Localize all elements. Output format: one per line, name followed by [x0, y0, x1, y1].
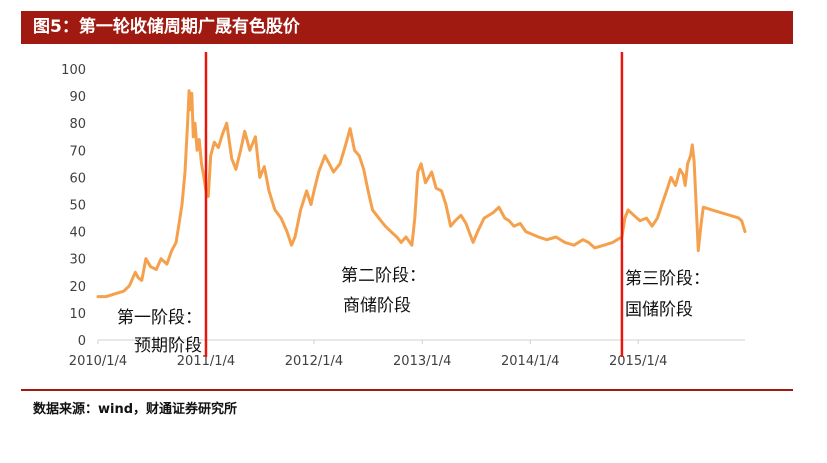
annotation-stage3-name: 国储阶段 [625, 300, 693, 320]
bottom-rule [21, 389, 793, 391]
chart-title: 图5：第一轮收储周期广晟有色股价 [21, 11, 793, 44]
x-tick-label: 2011/1/4 [177, 354, 235, 369]
x-axis: 2010/1/4 2011/1/4 2012/1/4 2013/1/4 2014/1/4… [69, 339, 745, 369]
series-layer [96, 89, 747, 299]
x-tick-label: 2012/1/4 [285, 354, 343, 369]
y-tick-label: 40 [69, 226, 86, 241]
y-tick-label: 80 [69, 117, 86, 132]
source-note: 数据来源：wind，财通证券研究所 [33, 402, 238, 417]
y-axis: 0 10 20 30 40 50 60 70 80 90 100 [61, 63, 86, 349]
annotation-stage2-name: 商储阶段 [343, 296, 411, 316]
y-tick-label: 20 [69, 280, 86, 295]
y-tick-label: 60 [69, 171, 86, 186]
price-series-line [96, 89, 747, 299]
annotation-stage3-title: 第三阶段： [625, 269, 710, 289]
y-tick-label: 100 [61, 63, 86, 78]
y-tick-label: 90 [69, 90, 86, 105]
y-tick-label: 0 [78, 334, 86, 349]
x-tick-label: 2014/1/4 [501, 354, 559, 369]
x-tick-label: 2010/1/4 [69, 354, 127, 369]
divider-layer [204, 52, 624, 357]
y-tick-label: 70 [69, 144, 86, 159]
y-tick-label: 30 [69, 253, 86, 268]
annotation-stage1-title: 第一阶段： [117, 308, 202, 328]
x-tick-label: 2013/1/4 [393, 354, 451, 369]
y-tick-label: 50 [69, 199, 86, 214]
y-tick-label: 10 [69, 307, 86, 322]
annotation-stage1-name: 预期阶段 [134, 336, 202, 356]
annotation-stage2-title: 第二阶段： [341, 266, 426, 286]
x-tick-label: 2015/1/4 [609, 354, 667, 369]
